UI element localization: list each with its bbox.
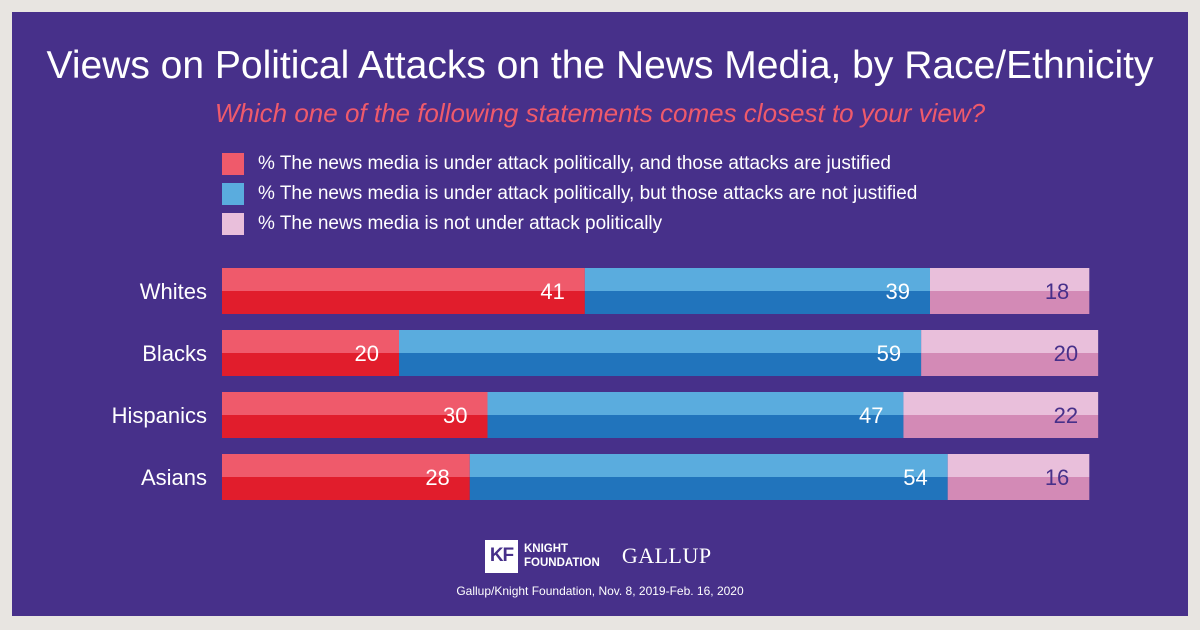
bar-segment-blacks-justified xyxy=(222,330,399,376)
logos: KF KNIGHT FOUNDATION GALLUP xyxy=(485,538,712,574)
chart-subtitle: Which one of the following statements co… xyxy=(214,98,986,128)
data-label-whites-not-justified: 39 xyxy=(886,279,910,304)
data-label-whites-justified: 41 xyxy=(540,279,564,304)
data-label-whites-not-under-attack: 18 xyxy=(1045,279,1069,304)
knight-foundation-wordmark: KNIGHT FOUNDATION xyxy=(524,543,600,569)
bar-segment-whites-not-justified xyxy=(584,268,930,314)
legend-swatch-not-under-attack xyxy=(222,213,244,235)
bar-segment-whites-justified xyxy=(222,268,585,314)
legend-label-justified: % The news media is under attack politic… xyxy=(258,153,891,174)
bar-segment-asians-not-justified xyxy=(469,454,948,500)
data-label-blacks-justified: 20 xyxy=(355,341,379,366)
chart-title: Views on Political Attacks on the News M… xyxy=(46,44,1154,87)
data-label-asians-not-justified: 54 xyxy=(903,465,927,490)
category-label-asians: Asians xyxy=(141,465,207,490)
bar-segment-blacks-not-under-attack xyxy=(921,330,1099,376)
category-label-hispanics: Hispanics xyxy=(112,403,207,428)
source-note: Gallup/Knight Foundation, Nov. 8, 2019-F… xyxy=(456,584,744,598)
legend-swatch-justified xyxy=(222,153,244,175)
knight-foundation-logo: KF xyxy=(485,539,518,573)
legend-label-not-justified: % The news media is under attack politic… xyxy=(258,183,918,204)
bar-segment-blacks-not-justified xyxy=(399,330,922,376)
legend-item-not-under-attack: % The news media is not under attack pol… xyxy=(222,212,662,236)
data-label-hispanics-not-under-attack: 22 xyxy=(1054,403,1078,428)
bar-segment-hispanics-justified xyxy=(222,392,488,438)
data-label-blacks-not-justified: 59 xyxy=(877,341,901,366)
legend-swatch-not-justified xyxy=(222,183,244,205)
legend-label-not-under-attack: % The news media is not under attack pol… xyxy=(258,213,663,234)
bar-segment-hispanics-not-under-attack xyxy=(903,392,1099,438)
data-label-hispanics-not-justified: 47 xyxy=(859,403,883,428)
data-label-blacks-not-under-attack: 20 xyxy=(1054,341,1078,366)
bar-segment-asians-justified xyxy=(222,454,470,500)
bar-segment-whites-not-under-attack xyxy=(930,268,1090,314)
data-label-hispanics-justified: 30 xyxy=(443,403,467,428)
gallup-logo: GALLUP xyxy=(621,543,712,568)
category-label-blacks: Blacks xyxy=(142,341,207,366)
bar-segment-asians-not-under-attack xyxy=(947,454,1090,500)
legend-item-justified: % The news media is under attack politic… xyxy=(222,152,891,176)
legend-item-not-justified: % The news media is under attack politic… xyxy=(222,182,917,206)
category-label-whites: Whites xyxy=(140,279,207,304)
data-label-asians-justified: 28 xyxy=(425,465,449,490)
data-label-asians-not-under-attack: 16 xyxy=(1045,465,1069,490)
bar-segment-hispanics-not-justified xyxy=(487,392,904,438)
